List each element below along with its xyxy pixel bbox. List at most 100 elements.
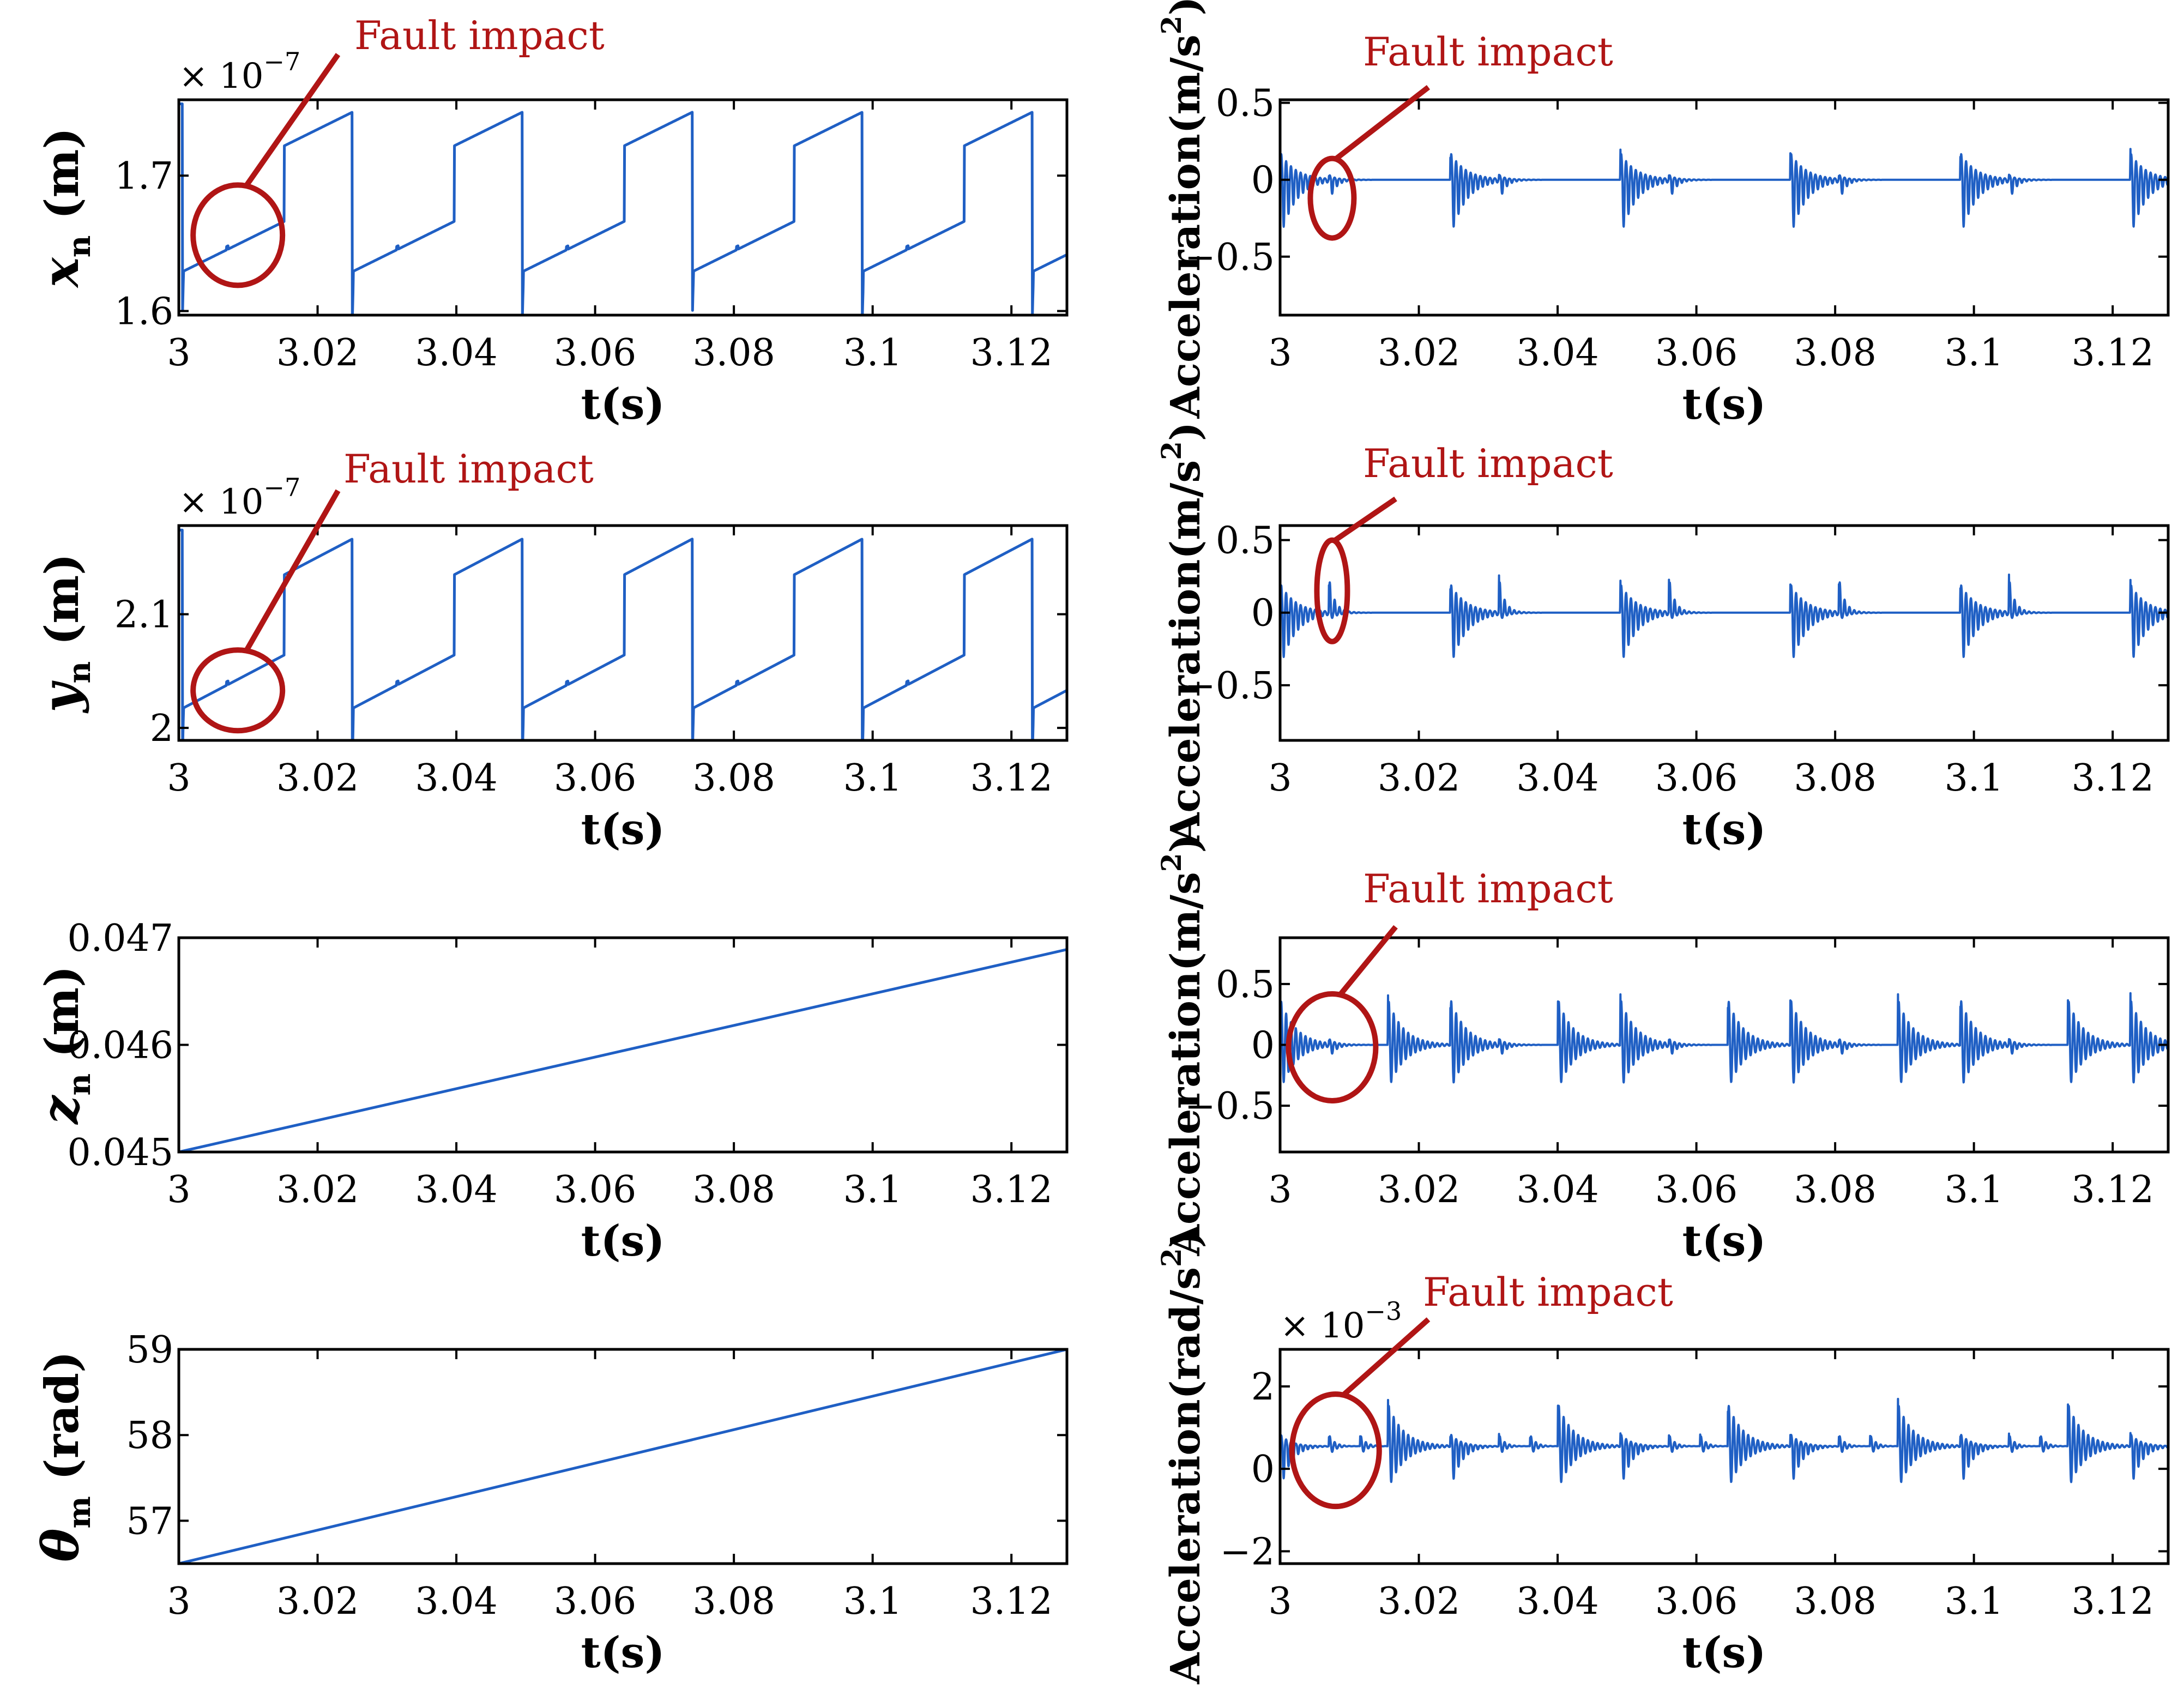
x-tick-label: 3.06 (1655, 1580, 1737, 1623)
subplot-p2: 3 3.02 3.04 3.06 3.08 3.1 3.12 −0.5 0 0.5 t(s) Acce… (1155, 0, 2170, 429)
x-tick-label: 3.08 (1794, 1168, 1876, 1211)
y-tick-label: 58 (126, 1414, 173, 1457)
x-tick-label: 3.12 (2071, 757, 2153, 800)
y-label-unit: (rad) (35, 1351, 89, 1496)
x-tick-label: 3.1 (1945, 331, 2004, 375)
y-label-superscript: 2 (1155, 1248, 1187, 1267)
y-tick-label: 0 (1251, 159, 1275, 202)
y-label-symbol: z (31, 1095, 90, 1125)
x-axis-label: t(s) (1682, 805, 1766, 854)
series-line (179, 1349, 1067, 1564)
y-label-text: Acceleration(m/s (1162, 872, 1209, 1256)
y-label-unit: (m) (35, 128, 89, 236)
series-line (179, 102, 1067, 315)
y-tick-label: 57 (126, 1500, 173, 1543)
y-label-unit: (m) (35, 966, 89, 1073)
series-line (1280, 1397, 2168, 1483)
x-tick-label: 3.06 (554, 1580, 636, 1623)
x-tick-label: 3.02 (276, 331, 359, 375)
x-tick-label: 3.08 (692, 331, 775, 375)
exponent-multiplier: × 10−3 (1280, 1296, 1402, 1346)
subplot-p1: 3 3.02 3.04 3.06 3.08 3.1 3.12 1.6 1.7 t(s) xn (m)… (31, 13, 1069, 429)
y-tick-label: 0 (1251, 592, 1275, 635)
fault-impact-leader (1334, 496, 1397, 542)
series-line (1280, 992, 2168, 1084)
x-tick-label: 3.06 (554, 331, 636, 375)
axes-frame (177, 524, 1069, 742)
exponent-power: −3 (1365, 1296, 1402, 1326)
x-tick-label: 3.08 (1794, 757, 1876, 800)
exponent-power: −7 (263, 47, 300, 76)
y-label-close: ) (1162, 0, 1209, 16)
y-label-text: Acceleration(m/s (1162, 460, 1209, 845)
exponent-base: × 10 (1280, 1306, 1365, 1346)
series-line (179, 948, 1067, 1152)
y-label-subscript: n (62, 661, 98, 684)
x-tick-label: 3.06 (554, 757, 636, 800)
x-tick-label: 3.12 (2071, 1168, 2153, 1211)
series-line (179, 528, 1067, 740)
y-label-superscript: 2 (1155, 441, 1187, 460)
x-tick-label: 3 (167, 757, 190, 800)
y-tick-label: −0.5 (1185, 1085, 1275, 1128)
x-tick-label: 3.12 (970, 331, 1052, 375)
y-tick-label: 1.7 (114, 155, 173, 198)
x-tick-label: 3 (1268, 331, 1292, 375)
y-label-text: Acceleration(rad/s (1162, 1267, 1209, 1685)
x-tick-label: 3.02 (276, 757, 359, 800)
y-tick-label: 2 (150, 707, 173, 750)
fault-impact-leader (244, 53, 341, 187)
subplot-p6: 3 3.02 3.04 3.06 3.08 3.1 3.12 −0.5 0 0.5 t(s) Acce… (1155, 834, 2170, 1266)
x-tick-label: 3.06 (554, 1168, 636, 1211)
exponent-power: −7 (263, 473, 300, 502)
fault-impact-circle (190, 647, 286, 734)
y-axis-label: xn (m) (31, 128, 98, 288)
x-axis-label: t(s) (581, 379, 665, 429)
x-tick-label: 3.1 (843, 1580, 902, 1623)
fault-impact-leader (1338, 925, 1398, 996)
x-axis-label: t(s) (581, 805, 665, 854)
fault-impact-circle (1307, 155, 1357, 241)
x-tick-label: 3 (167, 331, 190, 375)
axes-frame (1278, 524, 2170, 742)
y-axis-label: Acceleration(rad/s2) (1155, 1229, 1209, 1684)
y-label-symbol: x (31, 257, 90, 288)
y-tick-label: 0.046 (67, 1024, 173, 1067)
x-tick-label: 3 (167, 1580, 190, 1623)
subplot-p4: 3 3.02 3.04 3.06 3.08 3.1 3.12 −0.5 0 0.5 t(s) Acce… (1155, 422, 2170, 854)
y-label-close: ) (1162, 1229, 1209, 1248)
fault-impact-label: Fault impact (343, 446, 594, 492)
subplot-p3: 3 3.02 3.04 3.06 3.08 3.1 3.12 2 2.1 t(s) yn (m) × … (31, 446, 1069, 854)
y-tick-label: 2.1 (114, 594, 173, 637)
y-label-subscript: n (62, 236, 98, 258)
fault-impact-circle (1286, 991, 1379, 1103)
x-tick-label: 3.1 (843, 757, 902, 800)
fault-impact-label: Fault impact (1423, 1269, 1673, 1315)
x-tick-label: 3.12 (2071, 331, 2153, 375)
x-tick-label: 3.04 (1516, 331, 1598, 375)
x-tick-label: 3.04 (415, 1580, 497, 1623)
x-tick-label: 3.04 (1516, 1168, 1598, 1211)
series-line (1280, 148, 2168, 228)
subplot-p7: 3 3.02 3.04 3.06 3.08 3.1 3.12 57 58 59 t(s) θm (ra… (31, 1329, 1069, 1678)
y-tick-label: 2 (1251, 1366, 1275, 1409)
y-tick-label: −0.5 (1185, 236, 1275, 279)
x-tick-label: 3 (1268, 1580, 1292, 1623)
fault-impact-leader (244, 489, 341, 652)
y-tick-label: −2 (1220, 1530, 1275, 1573)
y-label-superscript: 2 (1155, 853, 1187, 872)
x-tick-label: 3.02 (1378, 1168, 1460, 1211)
axes-frame (177, 98, 1069, 317)
y-axis-label: Acceleration(m/s2) (1155, 0, 1209, 419)
x-tick-label: 3.08 (1794, 1580, 1876, 1623)
x-tick-label: 3.12 (970, 1580, 1052, 1623)
x-tick-label: 3.12 (970, 757, 1052, 800)
x-tick-label: 3 (167, 1168, 190, 1211)
x-tick-label: 3 (1268, 757, 1292, 800)
x-tick-label: 3.1 (1945, 1580, 2004, 1623)
series-line (1280, 574, 2168, 658)
axes-frame (177, 1348, 1069, 1565)
subplot-p5: 3 3.02 3.04 3.06 3.08 3.1 3.12 0.045 0.046 0.047 t… (31, 917, 1069, 1266)
y-label-symbol: θ (31, 1529, 90, 1562)
